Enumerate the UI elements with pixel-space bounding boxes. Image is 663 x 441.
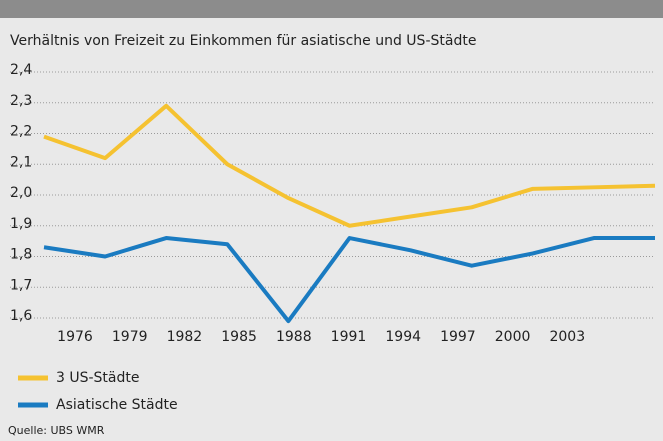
x-tick-label: 1997 <box>440 329 476 345</box>
x-tick-label: 1985 <box>221 329 257 345</box>
x-tick-label: 1991 <box>331 329 367 345</box>
y-tick-label: 2,4 <box>10 62 32 78</box>
x-tick-label: 1994 <box>385 329 421 345</box>
source: Quelle: UBS WMR <box>8 424 105 437</box>
x-tick-label: 2003 <box>549 329 585 345</box>
y-tick-label: 1,9 <box>10 216 32 232</box>
legend-label: Asiatische Städte <box>56 397 178 413</box>
legend-label: 3 US-Städte <box>56 370 140 386</box>
chart-title: Verhältnis von Freizeit zu Einkommen für… <box>10 33 476 49</box>
line-series <box>43 236 655 324</box>
y-tick-label: 2,3 <box>10 93 32 109</box>
x-tick-label: 1982 <box>167 329 203 345</box>
x-tick-label: 1979 <box>112 329 148 345</box>
line-series <box>43 103 656 228</box>
header-bar <box>0 0 663 18</box>
x-tick-label: 2000 <box>495 329 531 345</box>
y-tick-label: 2,0 <box>10 185 32 201</box>
y-tick-label: 1,7 <box>10 277 32 293</box>
y-tick-label: 2,2 <box>10 124 32 140</box>
y-tick-label: 1,6 <box>10 308 32 324</box>
y-tick-label: 2,1 <box>10 154 32 170</box>
x-tick-label: 1988 <box>276 329 312 345</box>
y-tick-label: 1,8 <box>10 247 32 263</box>
x-tick-label: 1976 <box>57 329 93 345</box>
